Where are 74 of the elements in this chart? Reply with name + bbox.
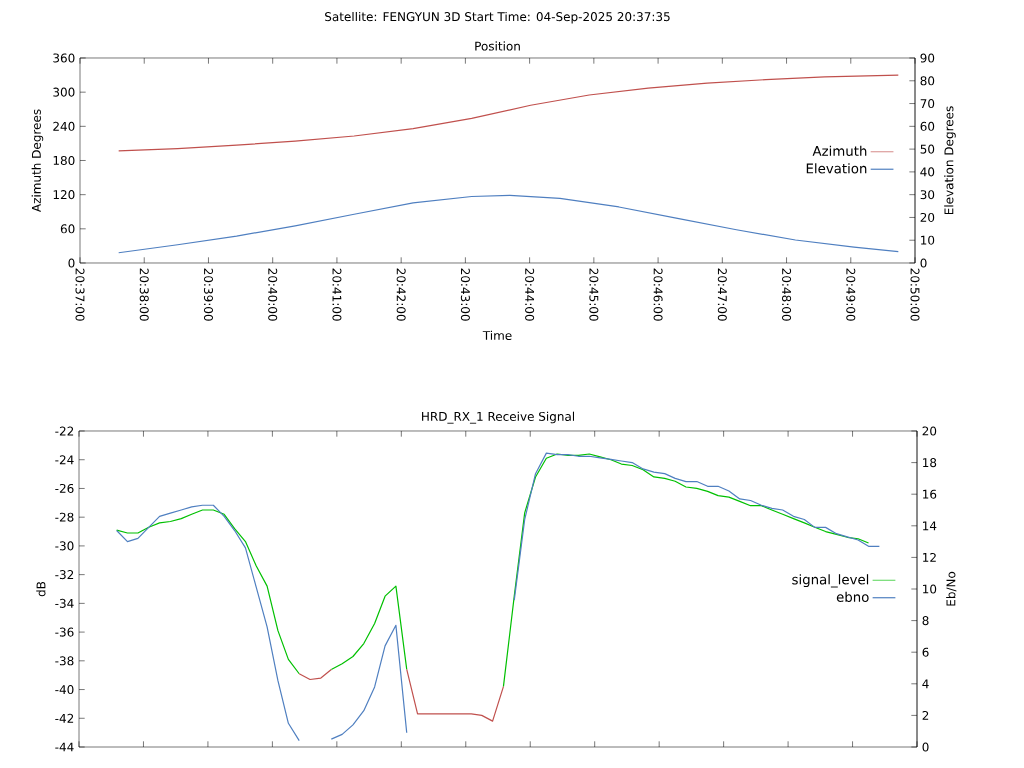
legend-label: signal_level bbox=[792, 574, 869, 588]
y2-tick-label: 4 bbox=[922, 679, 929, 689]
y2-tick-label: 16 bbox=[923, 489, 937, 499]
y-tick-label: -24 bbox=[55, 455, 74, 465]
x-tick-label: 20:46:00 bbox=[653, 268, 663, 321]
y-axis-title: Azimuth Degrees bbox=[31, 109, 44, 213]
y-tick-label: -34 bbox=[55, 598, 74, 608]
line-series bbox=[118, 194, 899, 254]
x-tick-label: 20:47:00 bbox=[717, 268, 727, 321]
y2-tick-label: 90 bbox=[920, 53, 935, 63]
line-series bbox=[116, 509, 300, 675]
y-tick-label: 240 bbox=[53, 121, 75, 131]
y-tick-label: -32 bbox=[55, 570, 74, 580]
x-tick-label: 20:41:00 bbox=[332, 268, 342, 321]
y2-tick-label: 20 bbox=[920, 212, 935, 222]
line-series bbox=[298, 668, 332, 681]
y-tick-label: -22 bbox=[55, 426, 74, 436]
y2-tick-label: 40 bbox=[920, 167, 935, 177]
x-tick-label: 20:45:00 bbox=[589, 268, 599, 321]
y-tick-label: -38 bbox=[55, 656, 74, 666]
legend-label: Elevation bbox=[806, 163, 867, 174]
y-tick-label: -36 bbox=[55, 627, 74, 637]
y-tick-label: 0 bbox=[68, 258, 75, 268]
x-axis-title: Time bbox=[482, 330, 512, 341]
legend-label: ebno bbox=[836, 591, 869, 602]
y2-axis-title: Elevation Degrees bbox=[944, 106, 956, 215]
x-tick-label: 20:38:00 bbox=[139, 268, 149, 321]
x-tick-label: 20:43:00 bbox=[460, 268, 470, 321]
y-tick-label: -30 bbox=[55, 541, 74, 551]
y-tick-label: 300 bbox=[53, 87, 75, 97]
y-tick-label: -40 bbox=[55, 685, 74, 695]
y2-tick-label: 8 bbox=[922, 616, 929, 626]
y-tick-label: 60 bbox=[60, 224, 75, 234]
line-series bbox=[330, 624, 408, 740]
y2-tick-label: 60 bbox=[920, 121, 935, 131]
x-tick-label: 20:44:00 bbox=[525, 268, 535, 321]
y2-tick-label: 6 bbox=[922, 647, 929, 657]
y2-tick-label: 0 bbox=[922, 742, 929, 752]
line-series bbox=[116, 504, 300, 742]
y-tick-label: -42 bbox=[55, 713, 74, 723]
chart-title: HRD_RX_1 Receive Signal bbox=[422, 411, 575, 424]
chart-subtitle: Position bbox=[475, 41, 520, 51]
y2-tick-label: 70 bbox=[920, 99, 935, 109]
y2-tick-label: 20 bbox=[922, 426, 937, 436]
y2-axis-title: Eb/No bbox=[946, 571, 957, 606]
chart-title: Satellite: FENGYUN 3D Start Time: 04-Sep-2025 20:37:35 bbox=[325, 11, 670, 24]
y2-tick-label: 50 bbox=[920, 144, 935, 154]
x-tick-label: 20:37:00 bbox=[75, 268, 85, 321]
y-axis-title: dB bbox=[36, 581, 46, 597]
y-tick-label: 180 bbox=[53, 155, 75, 166]
x-tick-label: 20:49:00 bbox=[846, 268, 856, 321]
y-tick-label: -26 bbox=[55, 483, 74, 493]
line-series bbox=[330, 585, 408, 671]
y2-tick-label: 10 bbox=[923, 584, 937, 594]
y2-tick-label: 18 bbox=[923, 458, 937, 468]
y2-tick-label: 80 bbox=[920, 76, 935, 86]
x-tick-label: 20:40:00 bbox=[268, 268, 278, 321]
y-tick-label: 360 bbox=[53, 53, 75, 63]
x-tick-label: 20:48:00 bbox=[782, 268, 792, 321]
x-tick-label: 20:42:00 bbox=[396, 268, 406, 321]
y2-tick-label: 2 bbox=[922, 710, 929, 720]
y2-tick-label: 30 bbox=[920, 190, 935, 200]
x-tick-label: 20:50:00 bbox=[910, 268, 920, 321]
y-tick-label: -28 bbox=[55, 512, 74, 522]
y-tick-label: -44 bbox=[55, 742, 74, 752]
y2-tick-label: 0 bbox=[920, 258, 927, 268]
y2-tick-label: 12 bbox=[923, 552, 936, 562]
y2-tick-label: 14 bbox=[923, 521, 937, 531]
legend-label: Azimuth bbox=[812, 145, 867, 157]
x-tick-label: 20:39:00 bbox=[203, 268, 213, 321]
y-tick-label: 120 bbox=[53, 190, 75, 200]
y2-tick-label: 10 bbox=[921, 235, 935, 245]
line-series bbox=[513, 452, 880, 601]
line-series bbox=[502, 453, 870, 688]
